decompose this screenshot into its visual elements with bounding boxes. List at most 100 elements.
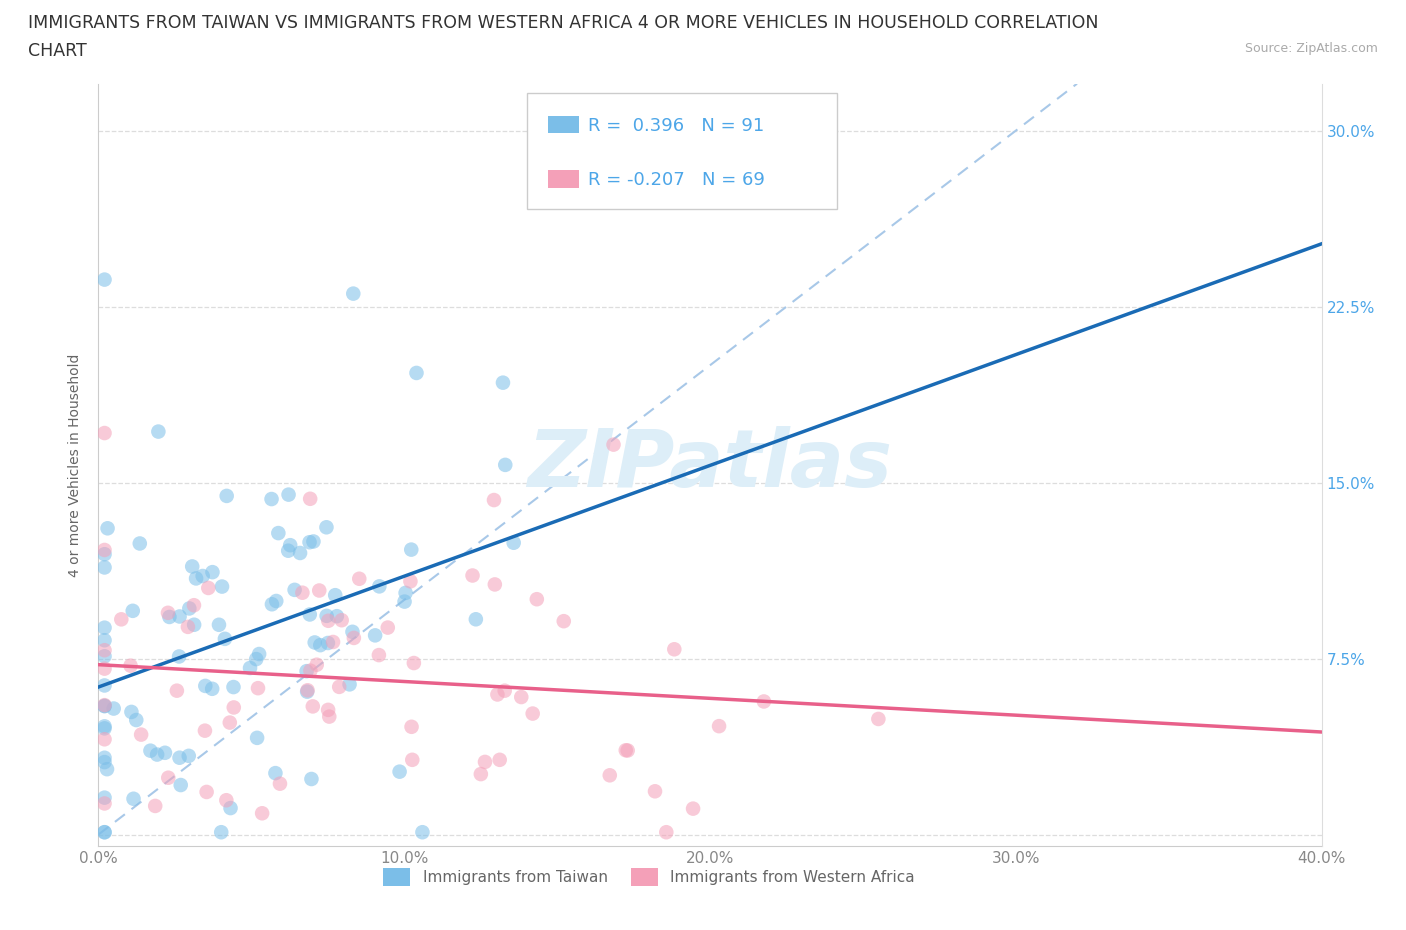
Point [128,536,150,551]
Text: ZIPatlas: ZIPatlas [527,426,893,504]
Point [301,772,323,787]
Point [349,571,371,586]
Point [470,766,492,781]
Point [181,559,204,574]
Point [93,825,115,840]
Point [367,647,389,662]
Point [246,730,269,745]
Point [510,690,533,705]
Point [494,458,516,472]
Point [315,608,337,623]
Point [330,613,353,628]
Text: R =  0.396   N = 91: R = 0.396 N = 91 [588,116,763,135]
Point [488,752,510,767]
Point [644,784,666,799]
Point [219,801,242,816]
Point [707,719,730,734]
Point [343,631,366,645]
Point [339,677,361,692]
Point [305,658,328,672]
Point [364,628,387,643]
Point [318,614,340,629]
Point [159,609,181,624]
Point [93,661,115,676]
Point [93,560,115,575]
Point [194,679,217,694]
Point [93,678,115,693]
Point [461,568,484,583]
Point [522,706,544,721]
Point [215,488,238,503]
Point [277,543,299,558]
Point [264,593,287,608]
Point [316,702,339,717]
Point [146,747,169,762]
Legend: Immigrants from Taiwan, Immigrants from Western Africa: Immigrants from Taiwan, Immigrants from … [377,862,921,892]
Point [295,664,318,679]
Point [298,607,321,622]
Point [284,582,307,597]
Point [93,790,115,805]
Point [214,631,236,646]
Point [139,743,162,758]
Point [298,535,321,550]
Point [143,799,166,814]
Point [299,663,322,678]
Point [96,762,118,777]
Point [368,579,391,594]
Text: R = -0.207   N = 69: R = -0.207 N = 69 [588,171,765,190]
Point [494,684,516,698]
Point [183,618,205,632]
Point [184,571,207,586]
Point [129,727,152,742]
Point [752,694,775,709]
Point [278,538,301,552]
Point [208,618,231,632]
Point [304,635,326,650]
Point [93,426,115,441]
Point [93,719,115,734]
Point [93,649,115,664]
Point [247,646,270,661]
Point [315,520,337,535]
Point [342,286,364,301]
Point [156,605,179,620]
Point [322,634,344,649]
Point [93,721,115,736]
Point [277,487,299,502]
Point [328,680,350,695]
Point [245,652,267,667]
Point [125,712,148,727]
Point [170,777,193,792]
Point [474,754,496,769]
Point [377,620,399,635]
Point [492,375,515,390]
Point [157,770,180,785]
Point [401,752,423,767]
Point [402,656,425,671]
Point [486,687,509,702]
Point [93,643,115,658]
Point [153,745,176,760]
Point [93,547,115,562]
Point [103,701,125,716]
Point [201,565,224,579]
Point [614,743,637,758]
Point [93,796,115,811]
Point [411,825,433,840]
Point [682,802,704,817]
Point [616,743,638,758]
Text: IMMIGRANTS FROM TAIWAN VS IMMIGRANTS FROM WESTERN AFRICA 4 OR MORE VEHICLES IN H: IMMIGRANTS FROM TAIWAN VS IMMIGRANTS FRO… [28,14,1098,32]
Point [194,724,217,738]
Point [167,649,190,664]
Point [269,777,291,791]
Point [553,614,575,629]
Point [122,791,145,806]
Point [302,534,325,549]
Point [93,272,115,287]
Point [166,684,188,698]
Point [93,698,115,713]
Point [247,681,270,696]
Point [250,805,273,820]
Point [868,711,890,726]
